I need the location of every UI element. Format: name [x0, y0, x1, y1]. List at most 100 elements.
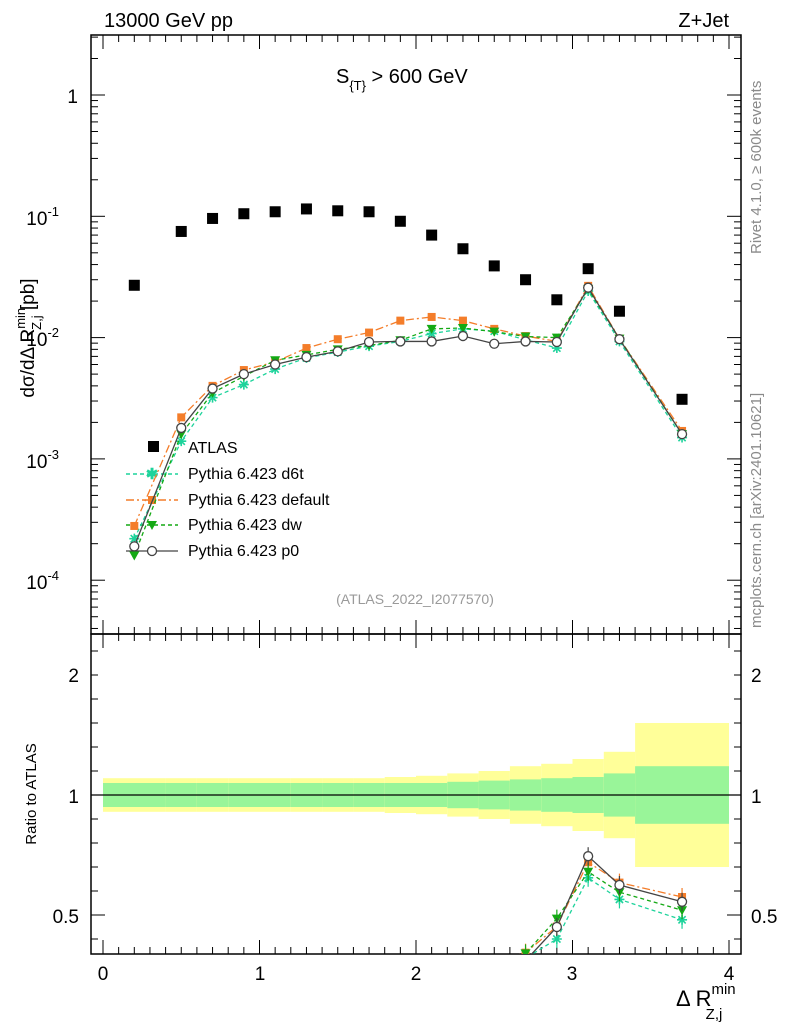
main-point-pythia-6-423-d6t: [129, 533, 140, 544]
analysis-id-label: (ATLAS_2022_I2077570): [336, 591, 494, 607]
ratio-point-pythia-6-423-p0: [583, 851, 594, 862]
main-point-pythia-6-423-p0: [676, 428, 688, 440]
ytick-label-1e-2: 10-2: [26, 325, 59, 351]
ratio-ytick-right-1: 1: [751, 787, 762, 808]
process-label: Z+Jet: [678, 10, 729, 32]
legend-label-d6t: Pythia 6.423 d6t: [188, 466, 304, 483]
cut-label: S{T} > 600 GeV: [336, 66, 468, 93]
main-point-atlas: [676, 393, 688, 405]
main-point-atlas: [175, 225, 187, 237]
main-point-pythia-6-423-dw: [457, 323, 468, 333]
main-point-pythia-6-423-d6t: [238, 379, 249, 390]
ratio-ytick-left-0.5: 0.5: [53, 907, 79, 928]
ratio-ytick-left-1: 1: [68, 787, 79, 808]
legend-marker-atlas: [148, 441, 159, 452]
main-point-pythia-6-423-default: [458, 316, 467, 325]
main-point-pythia-6-423-dw: [426, 324, 437, 334]
legend-entry-default: Pythia 6.423 default: [126, 492, 330, 509]
main-point-atlas: [426, 229, 438, 241]
main-point-pythia-6-423-p0: [520, 336, 531, 347]
ratio-line-pythia-6-423-dw: [522, 870, 683, 954]
main-point-atlas: [613, 305, 625, 317]
xtick-label-4: 4: [724, 964, 735, 985]
main-point-atlas: [551, 294, 563, 306]
main-point-pythia-6-423-p0: [457, 330, 469, 342]
main-point-pythia-6-423-p0: [269, 359, 281, 370]
main-point-pythia-6-423-default: [333, 335, 342, 344]
main-y-axis-label: dσ/dΔ RminZ,j [pb]: [13, 278, 44, 397]
mcplots-label: mcplots.cern.ch [arXiv:2401.10621]: [748, 393, 765, 628]
ratio-line-pythia-6-423-default: [519, 861, 683, 954]
main-point-pythia-6-423-default: [365, 328, 374, 337]
xtick-label-2: 2: [411, 964, 422, 985]
main-point-pythia-6-423-p0: [129, 541, 140, 552]
ratio-point-pythia-6-423-dw: [520, 949, 531, 954]
legend-marker-d6t: ✱: [146, 466, 159, 483]
ytick-label-1e-1: 10-1: [26, 204, 59, 230]
ratio-line-pythia-6-423-d6t: [531, 876, 683, 954]
main-line-pythia-6-423-dw: [133, 287, 683, 556]
main-point-pythia-6-423-default: [177, 413, 186, 422]
xtick-label-3: 3: [567, 964, 578, 985]
main-point-pythia-6-423-p0: [551, 336, 562, 348]
ratio-point-pythia-6-423-d6t: [677, 914, 688, 925]
ratio-ytick-right-2: 2: [751, 666, 762, 687]
main-point-pythia-6-423-p0: [583, 282, 594, 293]
legend-entry-atlas: ATLAS: [148, 440, 238, 457]
xtick-label-0: 0: [98, 964, 109, 985]
ratio-ytick-right-0.5: 0.5: [751, 907, 777, 928]
energy-label: 13000 GeV pp: [104, 10, 233, 32]
legend-label-p0: Pythia 6.423 p0: [188, 543, 299, 560]
ratio-point-pythia-6-423-p0: [614, 879, 625, 891]
x-axis-label: Δ Rmin Z,j: [676, 981, 736, 1023]
main-point-pythia-6-423-p0: [395, 336, 406, 347]
main-point-atlas: [269, 206, 281, 218]
ytick-label-1: 1: [67, 87, 78, 108]
legend-label-atlas: ATLAS: [188, 440, 238, 457]
main-point-atlas: [582, 263, 594, 275]
rivet-label: Rivet 4.1.0, ≥ 600k events: [748, 81, 765, 254]
xtick-label-1: 1: [255, 964, 266, 985]
legend-entry-p0: Pythia 6.423 p0: [126, 543, 299, 560]
main-point-pythia-6-423-p0: [176, 422, 187, 434]
legend-label-default: Pythia 6.423 default: [188, 492, 330, 509]
ratio-y-axis-label: Ratio to ATLAS: [23, 743, 40, 844]
main-point-atlas: [300, 203, 312, 215]
x-tick-labels: 0 1 2 3 4: [98, 964, 735, 985]
ratio-series-layer: [519, 847, 688, 954]
main-point-pythia-6-423-p0: [363, 336, 375, 348]
ratio-point-pythia-6-423-dw: [583, 867, 594, 877]
main-series-layer: [128, 203, 688, 561]
main-point-atlas: [520, 274, 532, 286]
legend-entry-dw: Pythia 6.423 dw: [126, 517, 302, 534]
ratio-point-pythia-6-423-p0: [676, 896, 688, 907]
main-point-pythia-6-423-p0: [238, 368, 250, 380]
legend-marker-p0: [146, 545, 158, 557]
main-line-pythia-6-423-default: [133, 284, 683, 527]
main-point-atlas: [457, 243, 469, 255]
ratio-point-pythia-6-423-p0: [551, 921, 562, 933]
main-point-pythia-6-423-p0: [332, 346, 343, 357]
main-point-pythia-6-423-default: [302, 344, 311, 353]
main-point-pythia-6-423-p0: [301, 351, 312, 363]
legend-marker-dw: [147, 521, 157, 530]
ytick-label-1e-4: 10-4: [26, 568, 59, 594]
legend-label-dw: Pythia 6.423 dw: [188, 517, 302, 534]
main-point-pythia-6-423-dw: [129, 551, 140, 561]
main-point-pythia-6-423-default: [396, 316, 405, 325]
legend: ATLAS ✱ Pythia 6.423 d6t Pythia 6.423 de…: [126, 440, 330, 560]
main-point-pythia-6-423-p0: [426, 336, 437, 347]
main-point-atlas: [128, 279, 140, 291]
ratio-series-clipped: [519, 847, 688, 954]
main-y-tick-labels: 10-4 10-3 1 10-1 10-2: [26, 87, 78, 594]
main-point-pythia-6-423-default: [130, 521, 139, 530]
main-point-pythia-6-423-p0: [207, 383, 218, 394]
main-point-atlas: [207, 212, 219, 224]
ratio-point-pythia-6-423-d6t: [551, 934, 562, 944]
ytick-label-1e-3: 10-3: [26, 447, 59, 473]
ratio-axis-ticks: [91, 634, 741, 954]
ratio-ytick-left-2: 2: [68, 666, 79, 687]
main-point-pythia-6-423-default: [427, 312, 436, 321]
main-point-pythia-6-423-p0: [489, 338, 500, 349]
